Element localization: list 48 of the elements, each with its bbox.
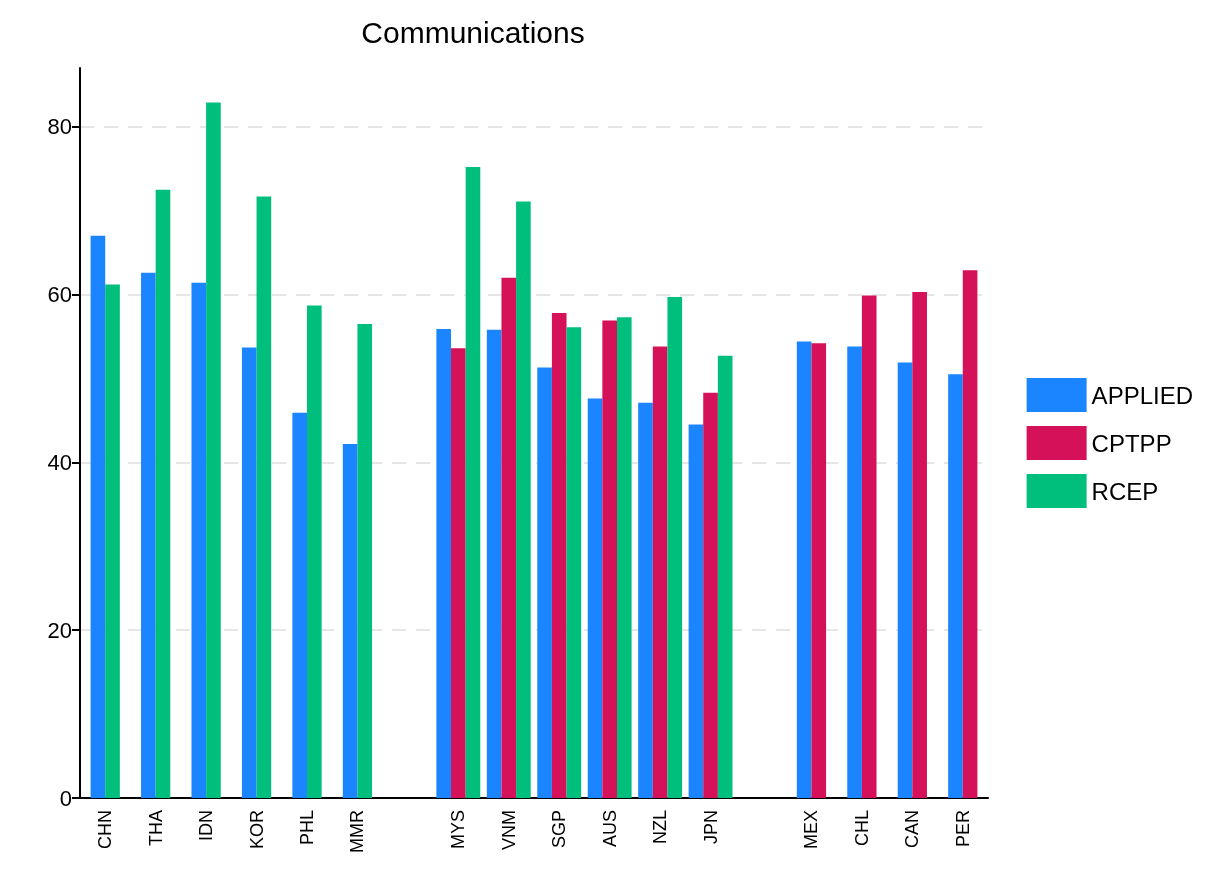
x-tick-label: THA — [145, 810, 166, 846]
x-tick-label: PER — [952, 810, 973, 848]
x-tick-label: MMR — [347, 810, 368, 853]
bar — [962, 270, 978, 798]
bar — [717, 355, 733, 798]
bar — [667, 297, 683, 798]
bar — [912, 292, 927, 798]
bar — [616, 317, 632, 798]
bar — [155, 189, 171, 798]
bar — [602, 320, 617, 798]
bar — [501, 277, 517, 798]
legend-label: APPLIED — [1091, 381, 1194, 409]
y-tick-label: 60 — [47, 282, 72, 308]
bar — [451, 348, 466, 798]
legend-label: CPTPP — [1091, 429, 1172, 457]
bar — [436, 328, 452, 798]
x-tick-label: SGP — [549, 810, 570, 849]
bar — [847, 346, 862, 798]
chart-title: Communications — [361, 15, 585, 49]
y-tick-label: 0 — [59, 785, 72, 811]
y-tick-label: 20 — [47, 617, 72, 643]
x-tick-label: PHL — [297, 810, 317, 846]
x-tick-label: VNM — [498, 810, 519, 850]
bar — [861, 295, 877, 798]
bar — [256, 196, 272, 798]
x-tick-label: CHL — [851, 810, 872, 847]
bar — [948, 374, 963, 798]
y-tick-label: 80 — [47, 114, 72, 140]
bar — [566, 327, 582, 798]
x-tick-label: CAN — [902, 810, 923, 849]
x-tick-label: MEX — [801, 810, 822, 850]
bar — [486, 329, 502, 798]
bar — [537, 367, 552, 798]
x-tick-label: NZL — [650, 810, 671, 845]
x-tick-label: AUS — [599, 810, 620, 848]
x-tick-label: CHN — [95, 810, 116, 849]
x-tick-label: KOR — [246, 810, 267, 850]
bar — [897, 362, 913, 798]
x-tick-label: MYS — [448, 810, 469, 850]
legend-label: RCEP — [1091, 477, 1159, 505]
bar — [796, 341, 812, 798]
x-tick-label: IDN — [196, 810, 217, 841]
x-tick-label: JPN — [700, 810, 721, 845]
bar — [551, 313, 567, 798]
bar — [206, 102, 221, 798]
y-tick-label: 40 — [47, 449, 72, 475]
bar — [307, 305, 322, 798]
bar — [105, 284, 120, 798]
